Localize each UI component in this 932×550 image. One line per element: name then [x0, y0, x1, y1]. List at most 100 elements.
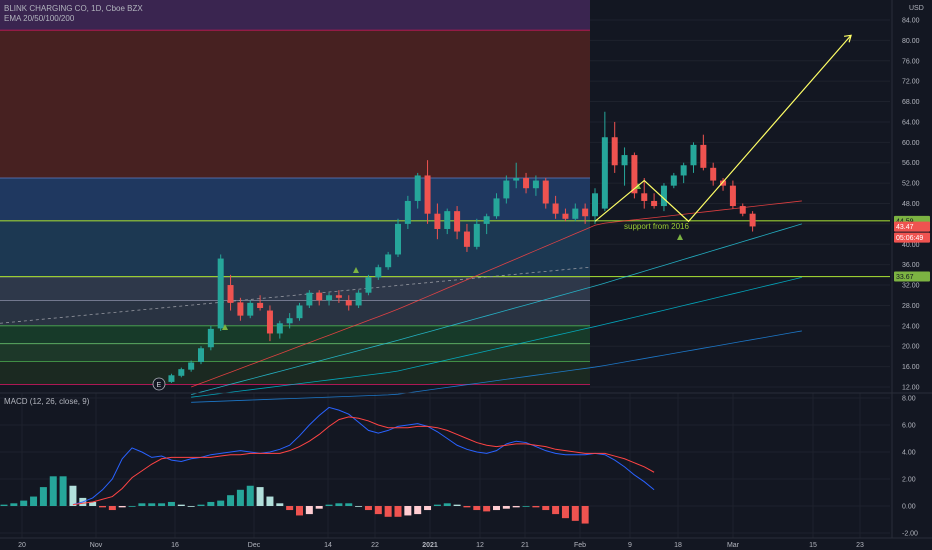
trend-line [0, 266, 591, 324]
macd-histogram-bar [374, 506, 382, 515]
candle [720, 178, 727, 191]
macd-histogram-bar [138, 503, 146, 506]
price-label-box [894, 271, 930, 282]
candle-body [611, 137, 618, 166]
candle [198, 346, 204, 365]
candle [641, 178, 648, 209]
price-tick-label: 16.00 [902, 364, 920, 371]
candle-body [306, 292, 313, 306]
candle-body [463, 231, 470, 247]
ema-line [191, 330, 802, 403]
candle-body [680, 165, 687, 176]
macd-histogram-bar [207, 501, 215, 506]
candle [483, 213, 490, 235]
macd-histogram-bar [364, 506, 372, 511]
candle-body [690, 144, 697, 166]
ema-legend[interactable]: EMA 20/50/100/200 [4, 14, 75, 23]
macd-histogram-bar [581, 506, 589, 524]
macd-histogram-bar [542, 506, 550, 511]
time-tick-label: 14 [324, 542, 332, 549]
candle [207, 325, 214, 351]
candle-body [198, 348, 204, 363]
fib-zone [0, 361, 590, 385]
candle [355, 290, 362, 308]
time-tick-label: 2021 [422, 542, 438, 549]
candle [365, 274, 372, 296]
fib-zone [0, 178, 590, 221]
candle [660, 183, 667, 212]
candle [680, 162, 687, 184]
time-tick-label: Mar [727, 542, 740, 549]
macd-histogram-bar [404, 506, 412, 516]
candle [306, 290, 313, 308]
macd-histogram-bar [39, 487, 47, 506]
candle-body [434, 213, 441, 229]
candle [434, 203, 441, 240]
candle [266, 305, 273, 342]
macd-histogram-bar [266, 496, 274, 506]
macd-tick-label: 6.00 [902, 423, 916, 430]
candle [473, 218, 480, 250]
candle-body [227, 285, 234, 303]
candle [286, 313, 293, 329]
candle-body [365, 277, 372, 293]
candle [503, 175, 510, 204]
candlesticks [168, 111, 756, 383]
candle-body [395, 223, 401, 255]
macd-histogram-bar [522, 506, 530, 507]
candle-body [542, 180, 549, 204]
ema-line [191, 277, 802, 398]
macd-histogram-bar [118, 506, 126, 508]
macd-tick-label: -2.00 [902, 531, 918, 538]
macd-histogram-bar [473, 506, 481, 511]
candle [296, 302, 303, 321]
candle [690, 142, 697, 173]
candle-body [404, 200, 411, 224]
candle-body [523, 178, 530, 189]
macd-histogram-bar [355, 506, 363, 507]
macd-histogram-bar [443, 503, 451, 506]
symbol-legend[interactable]: BLINK CHARGING CO, 1D, Cboe BZX [4, 4, 143, 13]
future-area [590, 0, 890, 393]
projection-polyline [594, 34, 852, 223]
candle [552, 195, 559, 219]
price-tick-label: 60.00 [902, 140, 920, 147]
price-tick-label: 32.00 [902, 283, 920, 290]
candle [237, 297, 244, 321]
candle [326, 292, 333, 306]
price-tick-label: 36.00 [902, 262, 920, 269]
macd-histogram-bar [552, 506, 560, 515]
candle [276, 320, 283, 339]
macd-histogram-bar [30, 496, 38, 506]
ema-line [191, 223, 802, 396]
time-tick-label: Nov [90, 542, 103, 549]
macd-histogram-bar [49, 476, 57, 506]
fib-level-lines [0, 29, 890, 385]
macd-histogram-bar [128, 506, 136, 507]
fib-zone [0, 30, 590, 179]
candle [572, 203, 579, 222]
macd-histogram-bar [502, 506, 510, 509]
macd-histogram-bar [246, 485, 254, 506]
candle [404, 195, 411, 229]
candle [395, 218, 401, 258]
price-tick-label: 80.00 [902, 38, 920, 45]
macd-tick-label: 4.00 [902, 450, 916, 457]
macd-legend[interactable]: MACD (12, 26, close, 9) [4, 397, 90, 406]
candle [621, 147, 628, 186]
candle-body [729, 185, 736, 207]
time-tick-label: 23 [856, 542, 864, 549]
candle-body [414, 175, 421, 201]
macd-histogram-bar [236, 489, 244, 506]
candle-body [641, 193, 648, 201]
macd-histogram-bar [158, 503, 166, 506]
macd-tick-label: 8.00 [902, 396, 916, 403]
candle-body [385, 254, 392, 268]
earnings-label: E [157, 382, 162, 389]
candle [316, 290, 323, 306]
time-tick-label: 12 [476, 542, 484, 549]
candle-body [296, 305, 303, 319]
candle [463, 223, 470, 252]
